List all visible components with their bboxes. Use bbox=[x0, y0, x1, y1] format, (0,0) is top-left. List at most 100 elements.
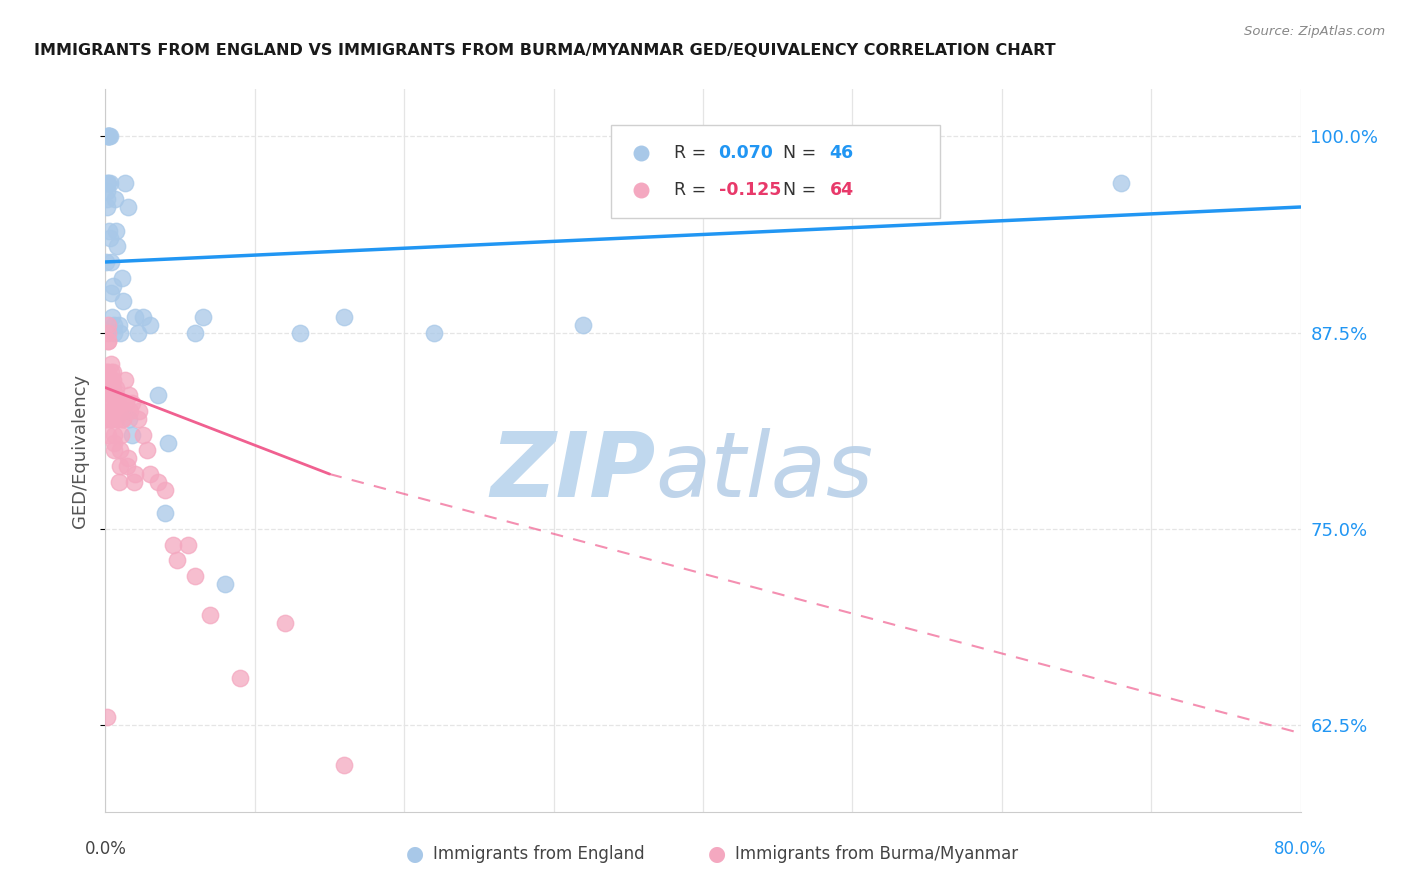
Point bbox=[121, 427, 143, 442]
Point bbox=[96, 192, 118, 206]
Point bbox=[191, 310, 214, 324]
Point bbox=[97, 326, 120, 340]
Point bbox=[97, 129, 120, 144]
Point bbox=[112, 404, 135, 418]
Point bbox=[103, 365, 125, 379]
Text: N =: N = bbox=[772, 181, 823, 199]
Point bbox=[572, 318, 595, 332]
Point bbox=[118, 412, 141, 426]
Point bbox=[100, 255, 122, 269]
Point bbox=[96, 255, 118, 269]
Point bbox=[121, 396, 143, 410]
Point bbox=[229, 671, 252, 685]
Point bbox=[100, 357, 122, 371]
Point bbox=[96, 381, 118, 395]
Point bbox=[100, 365, 122, 379]
Point bbox=[107, 404, 129, 418]
Point bbox=[97, 177, 120, 191]
Point bbox=[157, 435, 180, 450]
Point bbox=[153, 483, 177, 497]
Point bbox=[103, 435, 125, 450]
Point bbox=[108, 459, 131, 474]
Point bbox=[100, 412, 122, 426]
Point bbox=[98, 381, 121, 395]
Point bbox=[96, 365, 118, 379]
Point bbox=[100, 286, 122, 301]
Point bbox=[111, 270, 134, 285]
Point bbox=[110, 443, 132, 458]
Text: R =: R = bbox=[675, 144, 711, 161]
Point bbox=[108, 318, 131, 332]
Point bbox=[214, 577, 236, 591]
Point bbox=[101, 388, 124, 402]
Point bbox=[114, 373, 136, 387]
Point bbox=[98, 129, 121, 144]
Point bbox=[97, 129, 120, 144]
Point bbox=[103, 318, 125, 332]
Point bbox=[166, 553, 188, 567]
Point bbox=[127, 326, 149, 340]
Point bbox=[96, 710, 118, 724]
Point bbox=[122, 475, 145, 489]
Point bbox=[111, 412, 134, 426]
Point bbox=[96, 365, 118, 379]
Point bbox=[107, 239, 129, 253]
Point bbox=[97, 334, 120, 348]
Point bbox=[104, 223, 127, 237]
Point bbox=[136, 443, 159, 458]
Text: 64: 64 bbox=[830, 181, 853, 199]
Point bbox=[114, 396, 136, 410]
Point bbox=[139, 467, 162, 481]
Point bbox=[103, 326, 125, 340]
Point bbox=[117, 200, 139, 214]
Text: 46: 46 bbox=[830, 144, 853, 161]
Point bbox=[114, 177, 136, 191]
Point bbox=[96, 177, 118, 191]
Point bbox=[112, 294, 135, 309]
Text: IMMIGRANTS FROM ENGLAND VS IMMIGRANTS FROM BURMA/MYANMAR GED/EQUIVALENCY CORRELA: IMMIGRANTS FROM ENGLAND VS IMMIGRANTS FR… bbox=[34, 44, 1056, 58]
Text: atlas: atlas bbox=[655, 428, 873, 516]
Point bbox=[117, 451, 139, 466]
FancyBboxPatch shape bbox=[612, 126, 939, 218]
Point bbox=[104, 192, 127, 206]
Text: Source: ZipAtlas.com: Source: ZipAtlas.com bbox=[1244, 25, 1385, 38]
Point bbox=[100, 373, 122, 387]
Point bbox=[110, 427, 132, 442]
Point bbox=[333, 310, 356, 324]
Point bbox=[111, 412, 134, 426]
Point bbox=[96, 200, 118, 214]
Point bbox=[108, 475, 131, 489]
Point bbox=[97, 427, 120, 442]
Point bbox=[105, 412, 128, 426]
Point bbox=[96, 412, 118, 426]
Point bbox=[105, 381, 128, 395]
Point bbox=[98, 404, 121, 418]
Point bbox=[423, 326, 446, 340]
Point bbox=[198, 608, 221, 623]
Text: Immigrants from Burma/Myanmar: Immigrants from Burma/Myanmar bbox=[735, 845, 1018, 863]
Point bbox=[98, 396, 121, 410]
Point bbox=[97, 396, 120, 410]
Point bbox=[98, 223, 121, 237]
Point bbox=[124, 310, 146, 324]
Point bbox=[98, 412, 121, 426]
Point bbox=[333, 757, 356, 772]
Point bbox=[273, 616, 295, 631]
Point bbox=[104, 388, 127, 402]
Text: ●: ● bbox=[406, 844, 423, 863]
Y-axis label: GED/Equivalency: GED/Equivalency bbox=[70, 374, 89, 527]
Point bbox=[104, 396, 127, 410]
Point bbox=[132, 310, 155, 324]
Text: ZIP: ZIP bbox=[489, 428, 655, 516]
Point bbox=[162, 538, 184, 552]
Text: Immigrants from England: Immigrants from England bbox=[433, 845, 645, 863]
Point bbox=[98, 177, 121, 191]
Point bbox=[1111, 177, 1133, 191]
Point bbox=[184, 326, 207, 340]
Point bbox=[124, 467, 146, 481]
Point bbox=[120, 404, 142, 418]
Point bbox=[96, 334, 118, 348]
Point bbox=[110, 326, 132, 340]
Point bbox=[153, 506, 177, 520]
Text: ●: ● bbox=[709, 844, 725, 863]
